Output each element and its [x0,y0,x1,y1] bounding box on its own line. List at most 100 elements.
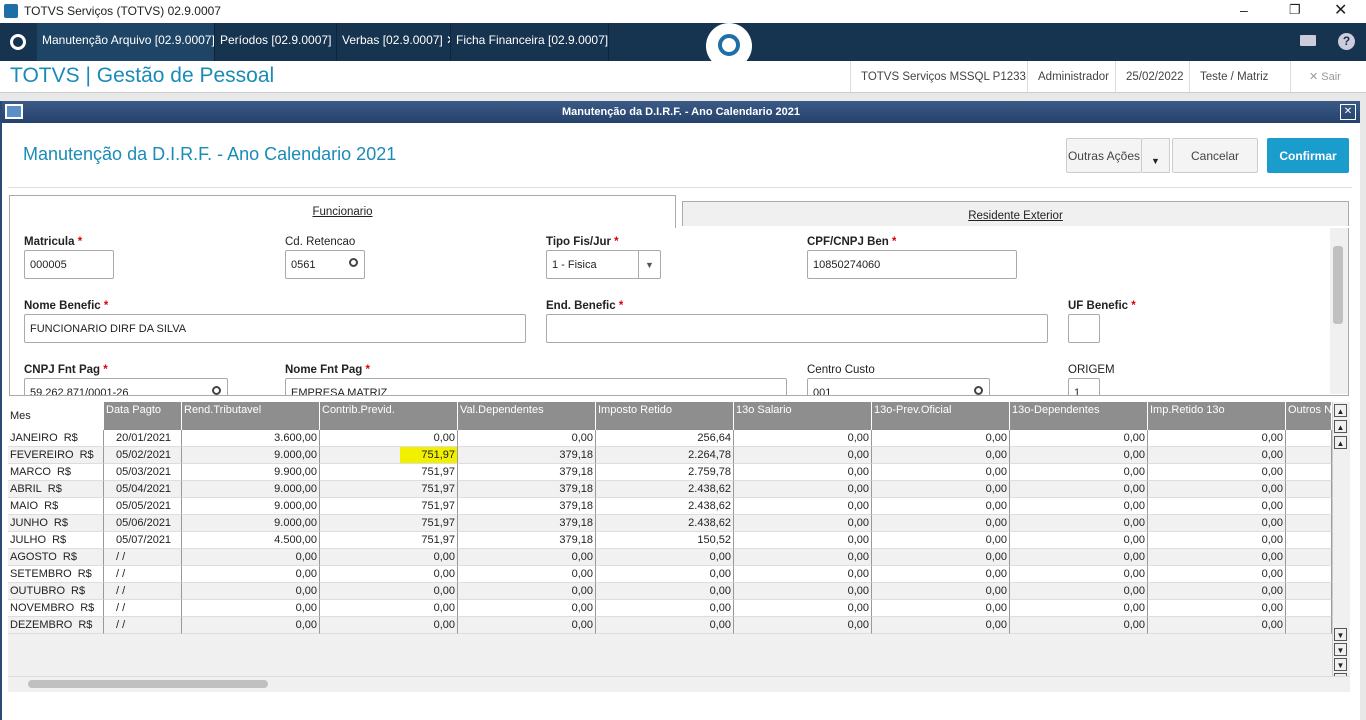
table-row[interactable] [8,566,1332,583]
table-row[interactable] [8,549,1332,566]
search-icon[interactable] [212,386,221,395]
table-cell: 0,00 [734,498,872,515]
text-input[interactable]: FUNCIONARIO DIRF DA SILVA [24,314,526,343]
input-value[interactable]: 0561 [291,259,316,271]
input-value[interactable]: 001 [813,387,832,396]
button[interactable]: Outras Ações [1066,138,1142,173]
table-cell: NOVEMBRO R$ [8,600,104,617]
scroll-button[interactable]: ▲ [1334,420,1347,433]
table-row[interactable] [8,583,1332,600]
minimize[interactable]: – [1240,2,1248,18]
input-value[interactable]: 59.262.871/0001-26 [30,387,129,396]
month: SETEMBRO [10,568,72,580]
tab-label[interactable]: Ficha Financeira [02.9.0007] [456,33,609,47]
table-cell: 0,00 [1148,532,1286,549]
table-cell: 0,00 [1010,464,1148,481]
field-label: Tipo Fis/Jur * [546,236,619,248]
input-value[interactable]: 1 - Fisica [552,259,597,271]
scroll-button[interactable]: ▼ [1334,658,1347,671]
table-row[interactable] [8,600,1332,617]
dialog-heading: Manutenção da D.I.R.F. - Ano Calendario … [23,144,397,164]
close[interactable]: ✕ [1334,2,1348,19]
input-value[interactable]: 1 [1074,387,1081,396]
input-value[interactable]: 10850274060 [813,259,881,271]
table-row[interactable] [8,617,1332,634]
tab[interactable]: Manutenção Arquivo [02.9.0007] ✕ [37,23,215,61]
table-cell: 0,00 [734,515,872,532]
text-input[interactable]: 59.262.871/0001-26 [24,378,228,396]
column-header[interactable]: Val.Dependentes [458,402,596,430]
search-icon[interactable] [349,258,358,267]
button[interactable]: Confirmar [1267,138,1349,173]
text-input[interactable]: EMPRESA MATRIZ [285,378,787,396]
button[interactable]: Cancelar [1172,138,1258,173]
column-header[interactable]: 13o-Dependentes [1010,402,1148,430]
input-value[interactable]: EMPRESA MATRIZ [291,387,388,396]
scroll-button[interactable]: ▲ [1334,436,1347,449]
scroll-button[interactable]: ▼ [1334,628,1347,641]
table-row[interactable] [8,464,1332,481]
table-cell: 0,00 [596,549,734,566]
scroll-button[interactable]: ▼ [1334,643,1347,656]
table-row[interactable] [8,532,1332,549]
column-header[interactable]: Mes [8,402,104,430]
table-cell: 0,00 [320,600,458,617]
table-cell: / / [104,549,182,566]
search-icon[interactable] [974,386,983,395]
table-row[interactable] [8,515,1332,532]
table-row[interactable] [8,481,1332,498]
exit-label[interactable]: Sair [1321,71,1341,83]
text-input[interactable] [1068,314,1100,343]
table-cell: 751,97 [320,481,458,498]
field-label: Nome Benefic * [24,300,108,312]
tab-label[interactable]: Verbas [02.9.0007] [342,33,443,47]
column-header[interactable]: Imposto Retido [596,402,734,430]
table-cell: 0,00 [458,583,596,600]
mail-icon[interactable] [1300,35,1316,46]
tab-label[interactable]: Manutenção Arquivo [02.9.0007] [42,33,215,47]
tab[interactable]: Verbas [02.9.0007] ✕ [337,23,451,61]
tab-label[interactable]: Períodos [02.9.0007] [220,33,332,47]
column-header[interactable]: Data Pagto [104,402,182,430]
menu-icon[interactable] [10,34,26,50]
tab-bar: ? Manutenção Arquivo [02.9.0007] ✕Períod… [0,23,1366,61]
text-input[interactable]: 1 [1068,378,1100,396]
help-icon[interactable]: ? [1338,33,1355,50]
hscroll-thumb[interactable] [28,680,268,688]
tab[interactable]: Períodos [02.9.0007] ✕ [215,23,337,61]
text-input[interactable]: 001 [807,378,990,396]
column-header[interactable]: Contrib.Previd. [320,402,458,430]
field-label: End. Benefic * [546,300,623,312]
text-input[interactable] [546,314,1048,343]
column-header[interactable]: Imp.Retido 13o [1148,402,1286,430]
input-value[interactable]: 000005 [30,259,67,271]
folder-tab[interactable]: Funcionario [9,195,676,228]
dialog-close[interactable]: ✕ [1340,104,1356,120]
table-cell: 751,97 [320,498,458,515]
scroll-thumb[interactable] [1333,246,1343,324]
column-header[interactable]: 13o Salario [734,402,872,430]
input-value[interactable]: FUNCIONARIO DIRF DA SILVA [30,323,187,335]
text-input[interactable]: 10850274060 [807,250,1017,279]
month: JULHO [10,534,47,546]
text-input[interactable]: 0561 [285,250,365,279]
table-cell [1286,464,1332,481]
restore[interactable]: ❐ [1289,2,1301,17]
column-header[interactable]: Outros N [1286,402,1332,430]
scroll-button[interactable]: ▲ [1334,404,1347,417]
tab[interactable]: Ficha Financeira [02.9.0007] ✕ [451,23,609,61]
table-row[interactable] [8,498,1332,515]
exit[interactable]: ✕ Sair [1290,61,1366,92]
dropdown-arrow[interactable]: ▼ [638,251,660,278]
table-cell [1286,617,1332,634]
text-input[interactable]: 000005 [24,250,114,279]
dropdown-arrow[interactable]: ▼ [1142,138,1170,173]
text-input[interactable]: 1 - Fisica ▼ [546,250,661,279]
folder-tab[interactable]: Residente Exterior [682,201,1349,226]
table-cell: 0,00 [872,600,1010,617]
table-cell: 0,00 [734,617,872,634]
table-row[interactable] [8,430,1332,447]
column-header[interactable]: Rend.Tributavel [182,402,320,430]
label-text: ORIGEM [1068,364,1115,376]
column-header[interactable]: 13o-Prev.Oficial [872,402,1010,430]
